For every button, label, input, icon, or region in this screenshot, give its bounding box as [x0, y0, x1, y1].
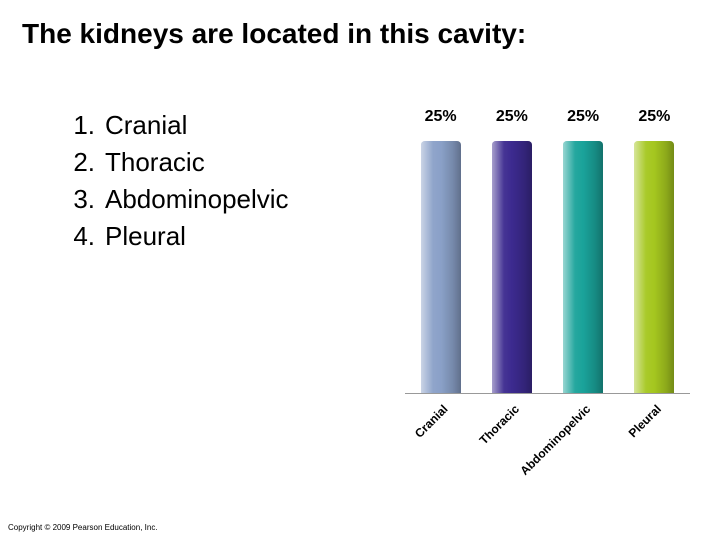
x-label: Pleural	[626, 402, 664, 440]
bar-slot	[405, 141, 476, 393]
bar-pleural	[634, 141, 674, 393]
option-number: 3.	[55, 184, 95, 215]
percent-labels: 25% 25% 25% 25%	[405, 108, 690, 126]
x-label: Cranial	[412, 402, 451, 441]
percent-label: 25%	[405, 108, 476, 126]
option-text: Cranial	[105, 110, 187, 141]
percent-label: 25%	[548, 108, 619, 126]
x-axis-labels: Cranial Thoracic Abdominopelvic Pleural	[405, 398, 690, 458]
option-3: 3. Abdominopelvic	[55, 184, 289, 215]
slide-title: The kidneys are located in this cavity:	[22, 18, 526, 50]
option-4: 4. Pleural	[55, 221, 289, 252]
option-text: Pleural	[105, 221, 186, 252]
bar-slot	[619, 141, 690, 393]
bar-slot	[476, 141, 547, 393]
option-text: Abdominopelvic	[105, 184, 289, 215]
option-text: Thoracic	[105, 147, 205, 178]
slide: The kidneys are located in this cavity: …	[0, 0, 720, 540]
option-number: 4.	[55, 221, 95, 252]
option-2: 2. Thoracic	[55, 147, 289, 178]
x-label: Thoracic	[477, 402, 522, 447]
option-number: 1.	[55, 110, 95, 141]
copyright-text: Copyright © 2009 Pearson Education, Inc.	[8, 523, 158, 532]
answer-options: 1. Cranial 2. Thoracic 3. Abdominopelvic…	[55, 110, 289, 258]
percent-label: 25%	[476, 108, 547, 126]
bars-area	[405, 134, 690, 394]
bar-cranial	[421, 141, 461, 393]
option-1: 1. Cranial	[55, 110, 289, 141]
poll-bar-chart: 25% 25% 25% 25% Cranial Thoracic Abdomin…	[405, 108, 690, 438]
x-label: Abdominopelvic	[517, 402, 593, 478]
percent-label: 25%	[619, 108, 690, 126]
bar-slot	[548, 141, 619, 393]
bar-thoracic	[492, 141, 532, 393]
bar-abdominopelvic	[563, 141, 603, 393]
option-number: 2.	[55, 147, 95, 178]
